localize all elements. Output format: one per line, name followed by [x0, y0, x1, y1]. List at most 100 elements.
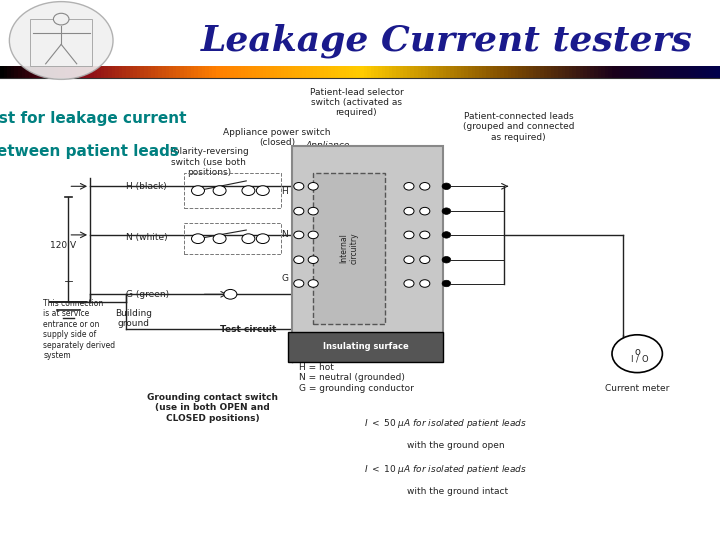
Bar: [475, 66, 480, 78]
Circle shape: [404, 280, 414, 287]
Bar: [518, 66, 523, 78]
Bar: [119, 66, 123, 78]
Bar: [414, 66, 418, 78]
Bar: [565, 66, 570, 78]
Bar: [385, 66, 390, 78]
Circle shape: [192, 234, 204, 244]
Bar: [554, 66, 559, 78]
Bar: [389, 66, 393, 78]
Bar: [511, 66, 516, 78]
Bar: [223, 66, 228, 78]
Bar: [104, 66, 109, 78]
Bar: [173, 66, 177, 78]
Bar: [421, 66, 426, 78]
Text: Polarity-reversing
switch (use both
positions): Polarity-reversing switch (use both posi…: [169, 147, 248, 177]
Bar: [281, 66, 285, 78]
Bar: [536, 66, 541, 78]
Bar: [446, 66, 451, 78]
Bar: [220, 66, 224, 78]
Text: Building
ground: Building ground: [114, 309, 152, 328]
Bar: [101, 66, 105, 78]
Bar: [284, 66, 289, 78]
Bar: [594, 66, 598, 78]
Bar: [662, 66, 667, 78]
Bar: [234, 66, 238, 78]
Bar: [612, 66, 616, 78]
Bar: [155, 66, 159, 78]
Text: H = hot
N = neutral (grounded)
G = grounding conductor: H = hot N = neutral (grounded) G = groun…: [299, 363, 414, 393]
Bar: [490, 66, 494, 78]
Text: H (black): H (black): [126, 182, 167, 191]
Text: Test for leakage current: Test for leakage current: [0, 111, 186, 126]
Bar: [400, 66, 404, 78]
Circle shape: [256, 186, 269, 195]
Bar: [212, 66, 217, 78]
Bar: [616, 66, 620, 78]
Bar: [97, 66, 102, 78]
Bar: [288, 332, 443, 362]
Bar: [356, 66, 361, 78]
Bar: [551, 66, 555, 78]
Circle shape: [213, 186, 226, 195]
Bar: [493, 66, 498, 78]
Circle shape: [294, 280, 304, 287]
Bar: [677, 66, 681, 78]
Bar: [346, 66, 350, 78]
Bar: [25, 66, 30, 78]
Bar: [522, 66, 526, 78]
Bar: [331, 66, 336, 78]
Bar: [133, 66, 138, 78]
Bar: [248, 66, 253, 78]
Bar: [47, 66, 51, 78]
Bar: [216, 66, 220, 78]
Text: Insulating surface: Insulating surface: [323, 342, 408, 352]
Bar: [479, 66, 483, 78]
Bar: [709, 66, 714, 78]
Bar: [497, 66, 501, 78]
Bar: [655, 66, 660, 78]
Bar: [396, 66, 400, 78]
Bar: [374, 66, 379, 78]
Bar: [94, 66, 98, 78]
Bar: [342, 66, 346, 78]
Bar: [29, 66, 33, 78]
Bar: [54, 66, 58, 78]
Bar: [713, 66, 717, 78]
Bar: [238, 66, 242, 78]
Bar: [313, 66, 318, 78]
Bar: [58, 66, 62, 78]
Bar: [184, 173, 281, 208]
Bar: [349, 66, 354, 78]
Bar: [144, 66, 148, 78]
Bar: [0, 66, 4, 78]
Bar: [270, 66, 274, 78]
Bar: [702, 66, 706, 78]
Bar: [461, 66, 465, 78]
Circle shape: [294, 256, 304, 264]
Text: /: /: [636, 355, 639, 364]
Circle shape: [420, 231, 430, 239]
Bar: [410, 66, 415, 78]
Bar: [205, 66, 210, 78]
Circle shape: [256, 234, 269, 244]
Bar: [335, 66, 339, 78]
Bar: [432, 66, 436, 78]
Bar: [310, 66, 314, 78]
Bar: [436, 66, 440, 78]
Bar: [18, 66, 22, 78]
Bar: [500, 66, 505, 78]
Bar: [22, 66, 26, 78]
Circle shape: [442, 208, 451, 214]
Bar: [558, 66, 562, 78]
Bar: [324, 66, 328, 78]
Circle shape: [308, 256, 318, 264]
Bar: [115, 66, 120, 78]
Bar: [569, 66, 573, 78]
Bar: [695, 66, 699, 78]
Bar: [241, 66, 246, 78]
Bar: [382, 66, 386, 78]
Circle shape: [404, 256, 414, 264]
Bar: [547, 66, 552, 78]
Bar: [468, 66, 472, 78]
Text: H: H: [282, 187, 288, 196]
